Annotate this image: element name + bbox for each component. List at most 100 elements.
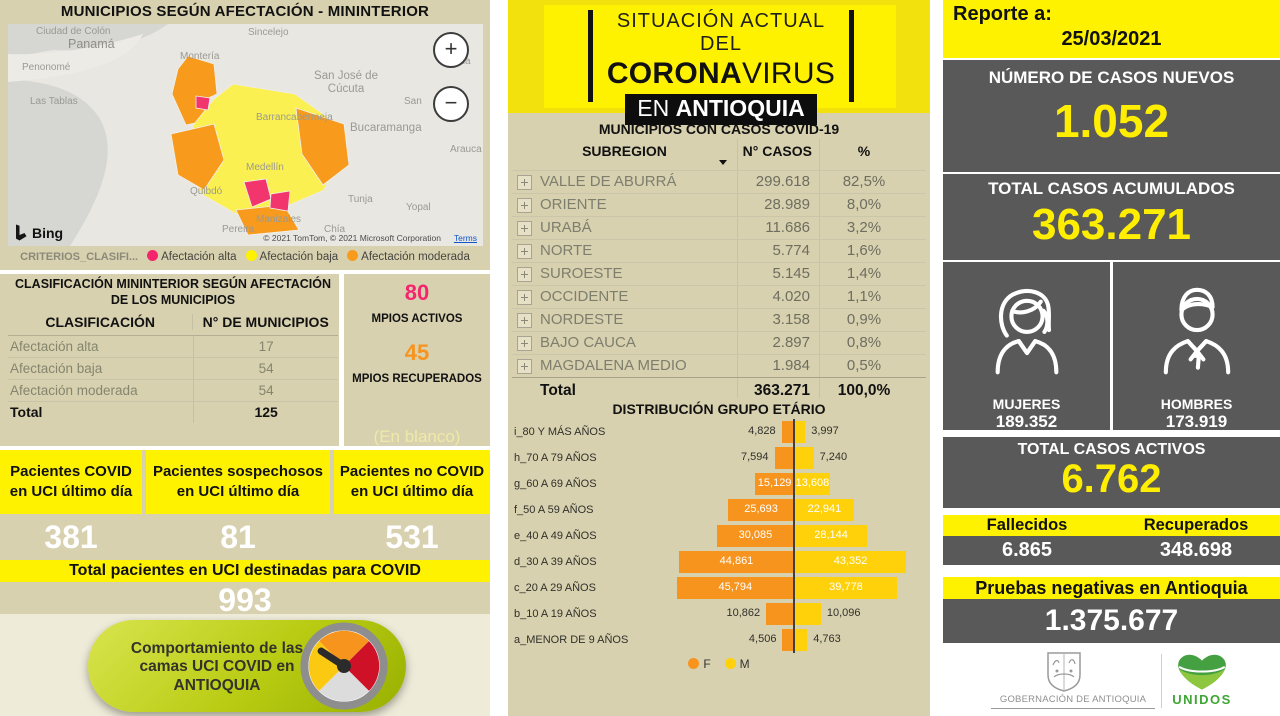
map-region-alta-oriente[interactable] (269, 190, 291, 212)
header-subregion[interactable]: SUBREGION (582, 143, 667, 159)
map-section-title: MUNICIPIOS SEGÚN AFECTACIÓN - MININTERIO… (60, 3, 430, 20)
bar-value-label: 45,794 (718, 581, 753, 593)
map-zoom-in-button[interactable]: + (433, 32, 469, 68)
bar-female[interactable]: 25,693 (728, 499, 794, 521)
logo-divider (1161, 654, 1162, 708)
bar-male[interactable]: 7,240 (795, 447, 847, 469)
table-row[interactable]: Afectación baja 54 (8, 358, 338, 380)
map-city-label: Bucaramanga (350, 122, 422, 134)
expand-icon[interactable] (517, 198, 532, 213)
table-row[interactable]: BAJO CAUCA 2.897 0,8% (512, 331, 926, 354)
male-dot-icon (724, 658, 736, 669)
table-row[interactable]: Afectación moderada 54 (8, 380, 338, 402)
banner-line1: SITUACIÓN ACTUAL DEL (616, 10, 826, 55)
legend-item-moderada[interactable]: Afectación moderada (347, 250, 470, 263)
uci-no-covid-value: 531 (385, 519, 439, 555)
bar-female[interactable]: 45,794 (676, 577, 794, 599)
header-pct[interactable]: % (857, 143, 871, 159)
bar-male[interactable]: 3,997 (795, 421, 839, 443)
bar-female[interactable]: 4,828 (748, 421, 794, 443)
table-row[interactable]: VALLE DE ABURRÁ 299.618 82,5% (512, 170, 926, 193)
center-panel: SITUACIÓN ACTUAL DEL CORONAVIRUS EN ANTI… (508, 0, 930, 716)
uci-no-covid-card: Pacientes no COVID en UCI último día 531 (334, 450, 490, 556)
legend-item-alta[interactable]: Afectación alta (147, 250, 237, 263)
bar-value-label: 4,506 (748, 633, 777, 645)
expand-icon[interactable] (517, 244, 532, 259)
uci-total-label: Total pacientes en UCI destinadas para C… (0, 560, 490, 582)
bar-value-label: 3,997 (811, 425, 839, 437)
bar-male[interactable]: 10,096 (795, 603, 861, 625)
sort-descending-icon (719, 160, 727, 165)
bar-male[interactable]: 4,763 (795, 629, 841, 651)
bar-value-label: 30,085 (738, 529, 773, 541)
bar-male[interactable]: 13,608 (795, 473, 830, 495)
bar-male[interactable]: 43,352 (795, 551, 907, 573)
pyramid-row: f_50 A 59 AÑOS 25,693 22,941 (512, 497, 926, 523)
pyramid-row: i_80 Y MÁS AÑOS 4,828 3,997 (512, 419, 926, 445)
legend-item-baja[interactable]: Afectación baja (245, 250, 338, 263)
map-zoom-out-button[interactable]: − (433, 86, 469, 122)
bar-male[interactable]: 39,778 (795, 577, 897, 599)
expand-icon[interactable] (517, 313, 532, 328)
new-cases-label: NÚMERO DE CASOS NUEVOS (988, 68, 1235, 87)
map-region-moderada-este[interactable] (295, 107, 350, 186)
expand-icon[interactable] (517, 290, 532, 305)
expand-icon[interactable] (517, 175, 532, 190)
legend-item-f[interactable]: F (688, 657, 711, 671)
table-row[interactable]: Afectación alta 17 (8, 336, 338, 358)
age-pyramid-chart: i_80 Y MÁS AÑOS 4,828 3,997 h_70 A 79 AÑ… (512, 419, 926, 653)
bar-value-label: 44,861 (719, 555, 754, 567)
map-region-moderada-sur[interactable] (235, 204, 300, 236)
uci-covid-card: Pacientes COVID en UCI último día 381 (0, 450, 142, 556)
map-copyright: © 2021 TomTom, © 2021 Microsoft Corporat… (263, 233, 441, 243)
bar-female[interactable]: 7,594 (741, 447, 794, 469)
expand-icon[interactable] (517, 221, 532, 236)
bar-male[interactable]: 28,144 (795, 525, 868, 547)
bar-male[interactable]: 22,941 (795, 499, 854, 521)
table-row[interactable]: OCCIDENTE 4.020 1,1% (512, 285, 926, 308)
banner-text: SITUACIÓN ACTUAL DEL CORONAVIRUS EN ANTI… (596, 10, 846, 125)
map-city-label: Yopal (406, 202, 431, 213)
pyramid-row: a_MENOR DE 9 AÑOS 4,506 4,763 (512, 627, 926, 653)
active-cases-box: TOTAL CASOS ACTIVOS 6.762 (943, 437, 1280, 508)
banner-left-bar (588, 10, 593, 102)
uci-covid-value: 381 (44, 519, 98, 555)
age-group-label: a_MENOR DE 9 AÑOS (514, 634, 629, 646)
map-terms-link[interactable]: Terms (453, 233, 477, 243)
bar-female[interactable]: 10,862 (727, 603, 794, 625)
uci-behavior-button[interactable]: Comportamiento de las camas UCI COVID en… (88, 620, 406, 712)
bar-value-label: 39,778 (829, 581, 863, 593)
active-cases-label: TOTAL CASOS ACTIVOS (1017, 441, 1206, 458)
table-row[interactable]: URABÁ 11.686 3,2% (512, 216, 926, 239)
age-group-label: g_60 A 69 AÑOS (514, 478, 597, 490)
bar-female[interactable]: 44,861 (678, 551, 794, 573)
bar-female[interactable]: 4,506 (749, 629, 794, 651)
moderada-dot-icon (347, 250, 359, 261)
table-row[interactable]: NORTE 5.774 1,6% (512, 239, 926, 262)
bar-female[interactable]: 15,129 (755, 473, 794, 495)
pyramid-row: g_60 A 69 AÑOS 15,129 13,608 (512, 471, 926, 497)
table-row[interactable]: MAGDALENA MEDIO 1.984 0,5% (512, 354, 926, 377)
expand-icon[interactable] (517, 336, 532, 351)
subregion-table-title: MUNICIPIOS CON CASOS COVID-19 (598, 121, 840, 137)
map-city-label: Manizales (256, 214, 302, 225)
map-city-label: Pereira (222, 224, 255, 235)
table-row[interactable]: NORDESTE 3.158 0,9% (512, 308, 926, 331)
map-legend: CRITERIOS_CLASIFI... Afectación alta Afe… (0, 250, 490, 263)
age-group-label: h_70 A 79 AÑOS (514, 452, 597, 464)
legend-item-m[interactable]: M (724, 657, 750, 671)
map-region-alta-norte[interactable] (195, 95, 211, 111)
header-casos[interactable]: N° CASOS (742, 143, 812, 159)
table-row[interactable]: ORIENTE 28.989 8,0% (512, 193, 926, 216)
map-city-label: San (404, 96, 422, 107)
pyramid-title: DISTRIBUCIÓN GRUPO ETÁRIO (612, 401, 826, 417)
bar-value-label: 7,240 (819, 451, 848, 463)
bing-map[interactable]: Ciudad de Colón Panamá Penonomé Las Tabl… (8, 24, 483, 246)
expand-icon[interactable] (517, 267, 532, 282)
bar-value-label: 13,608 (795, 477, 830, 489)
table-row[interactable]: SUROESTE 5.145 1,4% (512, 262, 926, 285)
expand-icon[interactable] (517, 359, 532, 374)
map-region-moderada-oeste[interactable] (170, 123, 225, 191)
bar-female[interactable]: 30,085 (716, 525, 794, 547)
uci-no-covid-label: Pacientes no COVID en UCI último día (334, 450, 490, 514)
